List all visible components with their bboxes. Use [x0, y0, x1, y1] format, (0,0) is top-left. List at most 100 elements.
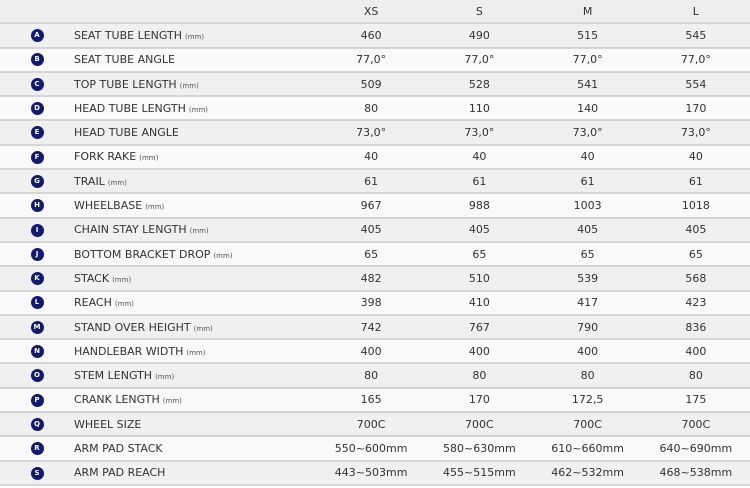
letter-badge: O [30, 369, 44, 383]
value-cell: 405 [533, 217, 642, 243]
badge-cell: G [0, 169, 74, 195]
table-row: Q WHEEL SIZE 700C 700C 700C 700C [0, 412, 750, 438]
value-cell: 700C [641, 412, 750, 438]
table-row: J BOTTOM BRACKET DROP (mm) 65 65 65 65 [0, 241, 750, 268]
unit-label: (mm) [107, 178, 127, 187]
value-cell: 541 [533, 71, 642, 98]
value-cell: 170 [641, 96, 750, 122]
value-cell: 110 [425, 96, 534, 122]
value-cell: 405 [317, 217, 426, 243]
measure-label-cell: HEAD TUBE ANGLE [74, 120, 317, 146]
unit-label: (mm) [145, 203, 165, 212]
value-cell: 410 [425, 290, 534, 316]
value-cell: 65 [641, 241, 750, 268]
value-cell: 443~503mm [317, 460, 426, 486]
value-cell: 482 [317, 266, 426, 292]
value-cell: 510 [425, 266, 534, 292]
value-cell: 405 [641, 217, 750, 243]
value-cell: 65 [317, 241, 426, 268]
letter-badge: J [30, 247, 44, 261]
value-cell: 80 [425, 363, 534, 389]
value-cell: 40 [533, 144, 642, 171]
letter-badge: S [30, 466, 44, 480]
value-cell: 554 [641, 71, 750, 98]
value-cell: 462~532mm [533, 460, 642, 486]
table-row: P CRANK LENGTH (mm) 165 170 172,5 175 [0, 387, 750, 414]
measure-label-cell: FORK RAKE (mm) [74, 144, 317, 171]
value-cell: 545 [641, 23, 750, 49]
value-cell: 405 [425, 217, 534, 243]
letter-badge: N [30, 345, 44, 359]
value-cell: 40 [317, 144, 426, 171]
value-cell: 61 [641, 169, 750, 195]
unit-label: (mm) [189, 227, 209, 236]
table-row: D HEAD TUBE LENGTH (mm) 80 110 140 170 [0, 96, 750, 122]
value-cell: 400 [317, 339, 426, 365]
value-cell: 73,0° [641, 120, 750, 146]
badge-cell: P [0, 387, 74, 414]
header-blank [0, 0, 74, 25]
measure-label: STAND OVER HEIGHT [74, 320, 191, 334]
value-cell: 165 [317, 387, 426, 414]
value-cell: 1003 [533, 193, 642, 219]
value-cell: 767 [425, 314, 534, 341]
unit-label: (mm) [193, 324, 213, 333]
value-cell: 550~600mm [317, 436, 426, 462]
unit-label: (mm) [155, 373, 175, 382]
badge-cell: E [0, 120, 74, 146]
measure-label: BOTTOM BRACKET DROP [74, 247, 211, 261]
unit-label: (mm) [112, 275, 132, 284]
measure-label: STACK [74, 271, 110, 285]
value-cell: 40 [641, 144, 750, 171]
header-row: XS S M L [0, 0, 750, 25]
value-cell: 836 [641, 314, 750, 341]
value-cell: 509 [317, 71, 426, 98]
value-cell: 77,0° [641, 47, 750, 73]
value-cell: 80 [317, 363, 426, 389]
measure-label-cell: SEAT TUBE LENGTH (mm) [74, 23, 317, 49]
value-cell: 417 [533, 290, 642, 316]
measure-label-cell: BOTTOM BRACKET DROP (mm) [74, 241, 317, 268]
value-cell: 77,0° [425, 47, 534, 73]
badge-cell: H [0, 193, 74, 219]
value-cell: 640~690mm [641, 436, 750, 462]
letter-badge: C [30, 77, 44, 91]
value-cell: 140 [533, 96, 642, 122]
value-cell: 1018 [641, 193, 750, 219]
badge-cell: D [0, 96, 74, 122]
measure-label-cell: REACH (mm) [74, 290, 317, 316]
value-cell: 580~630mm [425, 436, 534, 462]
table-row: L REACH (mm) 398 410 417 423 [0, 290, 750, 316]
letter-badge: I [30, 223, 44, 237]
table-row: S ARM PAD REACH 443~503mm 455~515mm 462~532m… [0, 460, 750, 486]
value-cell: 568 [641, 266, 750, 292]
measure-label: WHEELBASE [74, 199, 143, 213]
table-row: H WHEELBASE (mm) 967 988 1003 1018 [0, 193, 750, 219]
badge-cell: C [0, 71, 74, 98]
measure-label-cell: STACK (mm) [74, 266, 317, 292]
table-row: K STACK (mm) 482 510 539 568 [0, 266, 750, 292]
letter-badge: M [30, 320, 44, 334]
value-cell: 77,0° [533, 47, 642, 73]
value-cell: 700C [317, 412, 426, 438]
letter-badge: P [30, 393, 44, 407]
badge-cell: I [0, 217, 74, 243]
value-cell: 423 [641, 290, 750, 316]
measure-label: TRAIL [74, 174, 105, 188]
measure-label: TOP TUBE LENGTH [74, 77, 177, 91]
size-header-l: L [641, 0, 750, 25]
unit-label: (mm) [114, 300, 134, 309]
measure-label-cell: HEAD TUBE LENGTH (mm) [74, 96, 317, 122]
value-cell: 700C [533, 412, 642, 438]
measure-label-cell: TRAIL (mm) [74, 169, 317, 195]
value-cell: 400 [425, 339, 534, 365]
measure-label-cell: STAND OVER HEIGHT (mm) [74, 314, 317, 341]
measure-label: STEM LENGTH [74, 369, 153, 383]
table-row: M STAND OVER HEIGHT (mm) 742 767 790 836 [0, 314, 750, 341]
value-cell: 61 [317, 169, 426, 195]
value-cell: 528 [425, 71, 534, 98]
measure-label: HEAD TUBE LENGTH [74, 101, 186, 115]
value-cell: 77,0° [317, 47, 426, 73]
measure-label: ARM PAD REACH [74, 466, 166, 480]
